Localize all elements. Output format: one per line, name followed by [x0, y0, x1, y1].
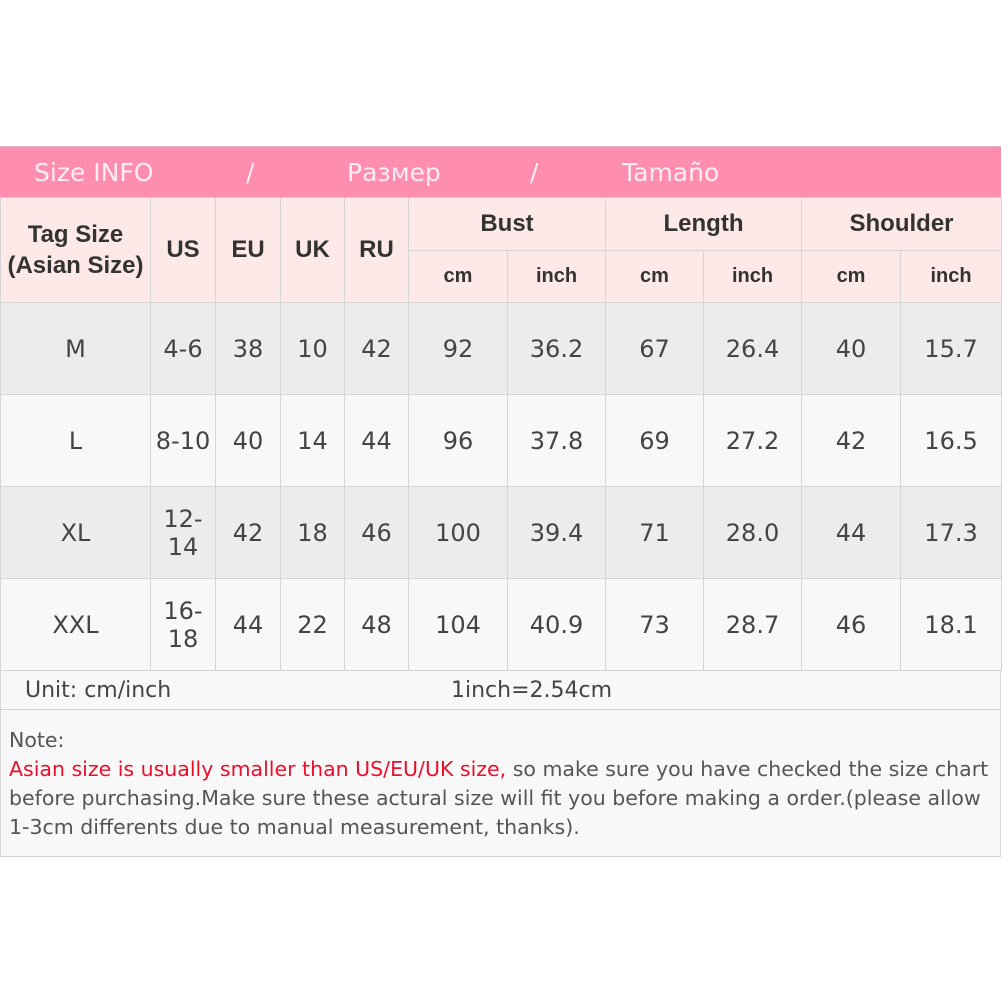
header-us: US	[150, 197, 216, 303]
cell-ru: 46	[344, 486, 409, 579]
header-length-inch: inch	[702, 250, 803, 303]
cell-len-in: 28.0	[702, 486, 803, 579]
cell-us: 12-14	[150, 486, 216, 579]
cell-bust-cm: 100	[408, 486, 508, 579]
cell-us: 8-10	[150, 394, 216, 487]
cell-tag: XL	[0, 486, 151, 579]
cell-sh-cm: 46	[801, 578, 902, 671]
header-shoulder-cm: cm	[801, 250, 902, 303]
cell-eu: 38	[215, 302, 281, 395]
note-text: Asian size is usually smaller than US/EU…	[9, 755, 992, 842]
cell-uk: 14	[280, 394, 345, 487]
size-row: M 4-6 38 10 42 92 36.2 67 26.4 40 15.7	[0, 302, 1002, 395]
note-warning: Asian size is usually smaller than US/EU…	[9, 757, 507, 781]
cell-tag: M	[0, 302, 151, 395]
cell-ru: 42	[344, 302, 409, 395]
cell-bust-cm: 96	[408, 394, 508, 487]
header-length: Length	[604, 197, 803, 251]
size-row: XXL 16-18 44 22 48 104 40.9 73 28.7 46 18.1	[0, 578, 1002, 671]
header-bust: Bust	[408, 197, 606, 251]
size-chart: Size INFO / Размер / Tamaño Tag Size (Asi…	[0, 146, 1002, 857]
note-box: Note: Asian size is usually smaller than…	[0, 710, 1001, 857]
cell-eu: 40	[215, 394, 281, 487]
header-length-cm: cm	[605, 250, 704, 303]
cell-bust-in: 39.4	[507, 486, 606, 579]
size-row: XL 12-14 42 18 46 100 39.4 71 28.0 44 17.3	[0, 486, 1002, 579]
size-row: L 8-10 40 14 44 96 37.8 69 27.2 42 16.5	[0, 394, 1002, 487]
header-tag-size: Tag Size (Asian Size)	[0, 197, 151, 303]
cell-bust-in: 37.8	[507, 394, 606, 487]
cell-ru: 44	[344, 394, 409, 487]
cell-sh-cm: 44	[801, 486, 902, 579]
header-uk: UK	[280, 197, 345, 303]
title-en: Size INFO	[34, 158, 154, 187]
unit-row: Unit: cm/inch 1inch=2.54cm	[0, 671, 1001, 710]
cell-us: 16-18	[150, 578, 216, 671]
tag-size-sub-label: (Asian Size)	[7, 252, 144, 279]
title-bar: Size INFO / Размер / Tamaño	[0, 146, 1001, 197]
cell-ru: 48	[344, 578, 409, 671]
note-label: Note:	[9, 728, 65, 752]
cell-tag: XXL	[0, 578, 151, 671]
cell-eu: 44	[215, 578, 281, 671]
header-shoulder-inch: inch	[900, 250, 1002, 303]
cell-bust-in: 36.2	[507, 302, 606, 395]
title-es: Tamaño	[622, 158, 720, 187]
cell-uk: 22	[280, 578, 345, 671]
header-row: Tag Size (Asian Size) US EU UK RU Bust Le…	[0, 197, 1002, 303]
cell-len-cm: 71	[605, 486, 704, 579]
cell-sh-in: 15.7	[900, 302, 1002, 395]
cell-len-in: 28.7	[702, 578, 803, 671]
cell-len-in: 26.4	[702, 302, 803, 395]
header-shoulder: Shoulder	[801, 197, 1002, 251]
cell-sh-in: 16.5	[900, 394, 1002, 487]
cell-us: 4-6	[150, 302, 216, 395]
cell-tag: L	[0, 394, 151, 487]
note-body: so make sure you have checked the size c…	[9, 757, 989, 839]
cell-bust-cm: 92	[408, 302, 508, 395]
unit-label: Unit: cm/inch	[25, 678, 172, 703]
cell-sh-in: 17.3	[900, 486, 1002, 579]
cell-len-in: 27.2	[702, 394, 803, 487]
cell-eu: 42	[215, 486, 281, 579]
title-separator: /	[246, 158, 255, 187]
cell-len-cm: 73	[605, 578, 704, 671]
cell-uk: 18	[280, 486, 345, 579]
header-ru: RU	[344, 197, 409, 303]
cell-sh-cm: 40	[801, 302, 902, 395]
cell-sh-in: 18.1	[900, 578, 1002, 671]
cell-bust-in: 40.9	[507, 578, 606, 671]
header-bust-inch: inch	[507, 250, 606, 303]
cell-len-cm: 67	[605, 302, 704, 395]
tag-size-label: Tag Size	[27, 221, 124, 248]
cell-bust-cm: 104	[408, 578, 508, 671]
cell-sh-cm: 42	[801, 394, 902, 487]
header-eu: EU	[215, 197, 281, 303]
size-table: Tag Size (Asian Size) US EU UK RU Bust Le…	[0, 197, 1002, 671]
title-separator: /	[530, 158, 539, 187]
cell-uk: 10	[280, 302, 345, 395]
subheader-row: cm inch cm inch cm inch	[1, 250, 1002, 303]
title-ru: Размер	[347, 158, 441, 187]
unit-conversion: 1inch=2.54cm	[451, 678, 613, 703]
cell-len-cm: 69	[605, 394, 704, 487]
header-bust-cm: cm	[408, 250, 508, 303]
